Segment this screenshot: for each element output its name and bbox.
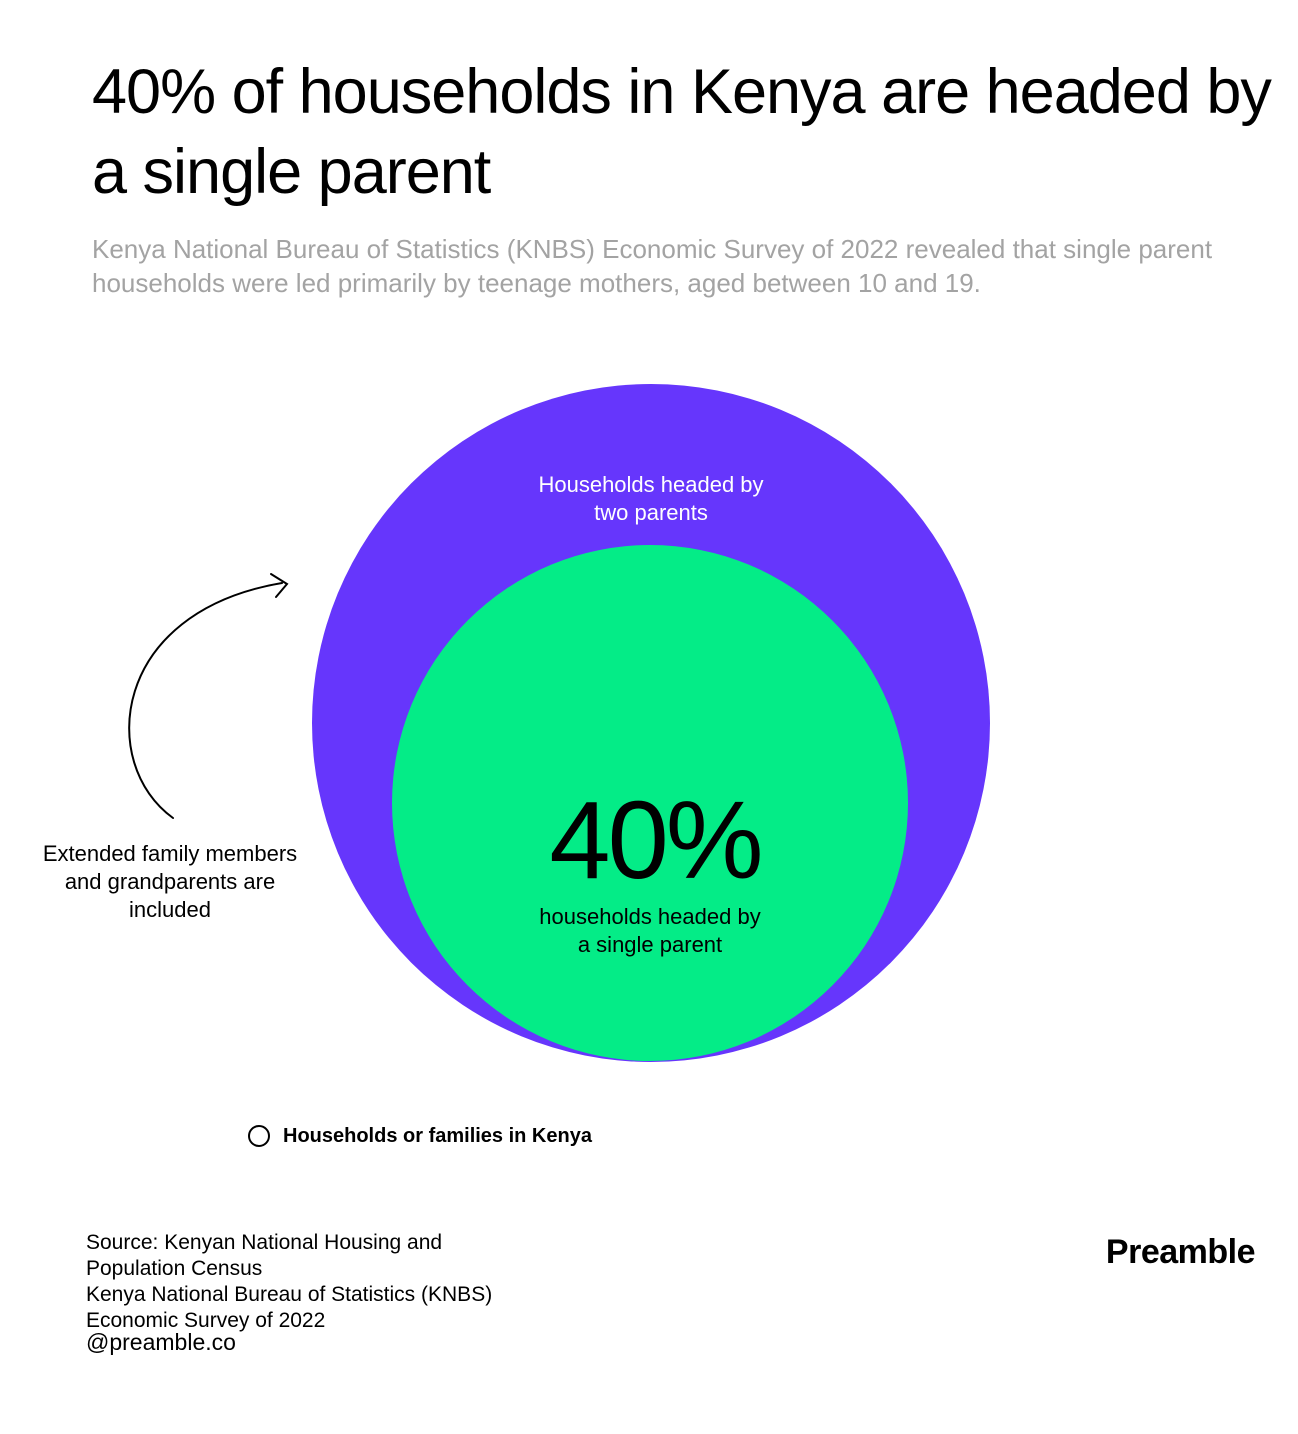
- single-parent-label-line-2: a single parent: [578, 932, 722, 957]
- two-parent-label-line-1: Households headed by: [538, 472, 763, 497]
- circle-single-parent-households: [392, 545, 908, 1061]
- two-parent-label-line-2: two parents: [594, 500, 708, 525]
- source-line-3: Kenya National Bureau of Statistics (KNB…: [86, 1283, 493, 1306]
- annotation-line-2: and grandparents are: [64, 869, 276, 894]
- legend-label: Households or families in Kenya: [283, 1124, 592, 1147]
- page-title: 40% of households in Kenya are headed by…: [92, 57, 1272, 207]
- social-handle: @preamble.co: [86, 1329, 236, 1355]
- brand-logo: Preamble: [1105, 1233, 1256, 1271]
- chart-legend: Households or families in Kenya: [248, 1122, 592, 1150]
- curved-arrow-icon: [128, 573, 289, 819]
- extended-family-annotation: Extended family members and grandparents…: [20, 840, 320, 924]
- legend-circle-icon: [248, 1125, 270, 1147]
- source-line-4: Economic Survey of 2022: [86, 1309, 326, 1332]
- source-line-1: Source: Kenyan National Housing and: [86, 1231, 443, 1254]
- annotation-line-3: included: [129, 897, 211, 922]
- source-line-2: Population Census: [86, 1257, 263, 1280]
- page-subtitle: Kenya National Bureau of Statistics (KNB…: [92, 234, 1213, 298]
- annotation-line-1: Extended family members: [42, 841, 298, 866]
- single-parent-percentage: 40%: [549, 779, 760, 902]
- source-note: Source: Kenyan National Housing and Popu…: [86, 1230, 646, 1334]
- single-parent-label-line-1: households headed by: [539, 904, 760, 929]
